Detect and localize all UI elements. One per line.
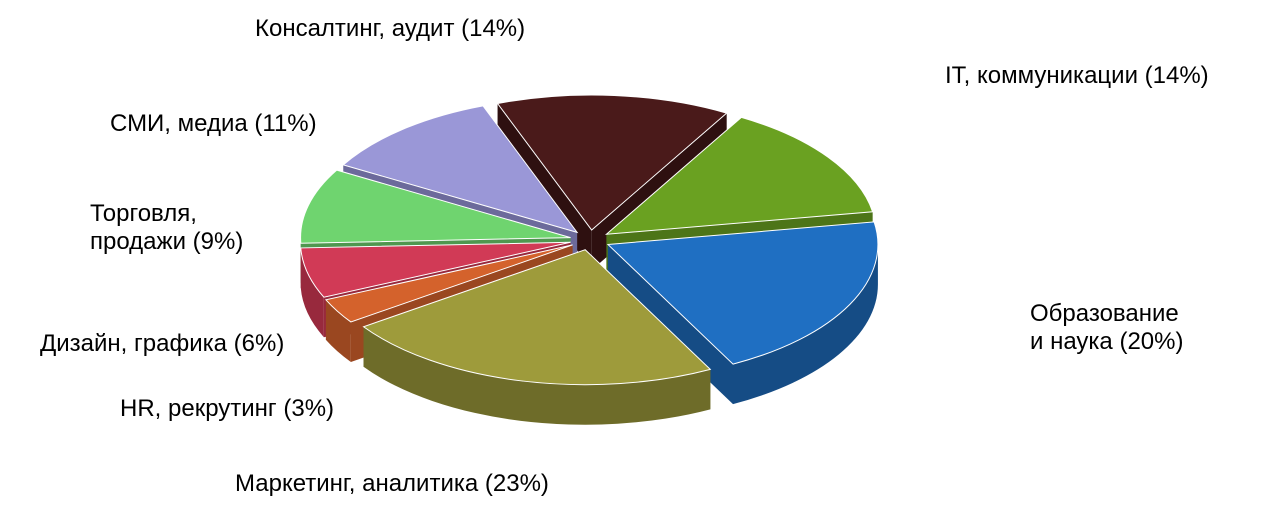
label-consult: Консалтинг, аудит (14%) xyxy=(255,15,525,43)
label-hr: HR, рекрутинг (3%) xyxy=(120,395,334,423)
label-design: Дизайн, графика (6%) xyxy=(40,330,284,358)
pie-chart-3d: IT, коммуникации (14%) Образование и наук… xyxy=(0,0,1269,510)
label-marketing: Маркетинг, аналитика (23%) xyxy=(235,470,549,498)
label-edu: Образование и наука (20%) xyxy=(1030,300,1183,355)
label-trade: Торговля, продажи (9%) xyxy=(90,200,243,255)
label-it: IT, коммуникации (14%) xyxy=(945,62,1209,90)
label-media: СМИ, медиа (11%) xyxy=(110,110,317,138)
